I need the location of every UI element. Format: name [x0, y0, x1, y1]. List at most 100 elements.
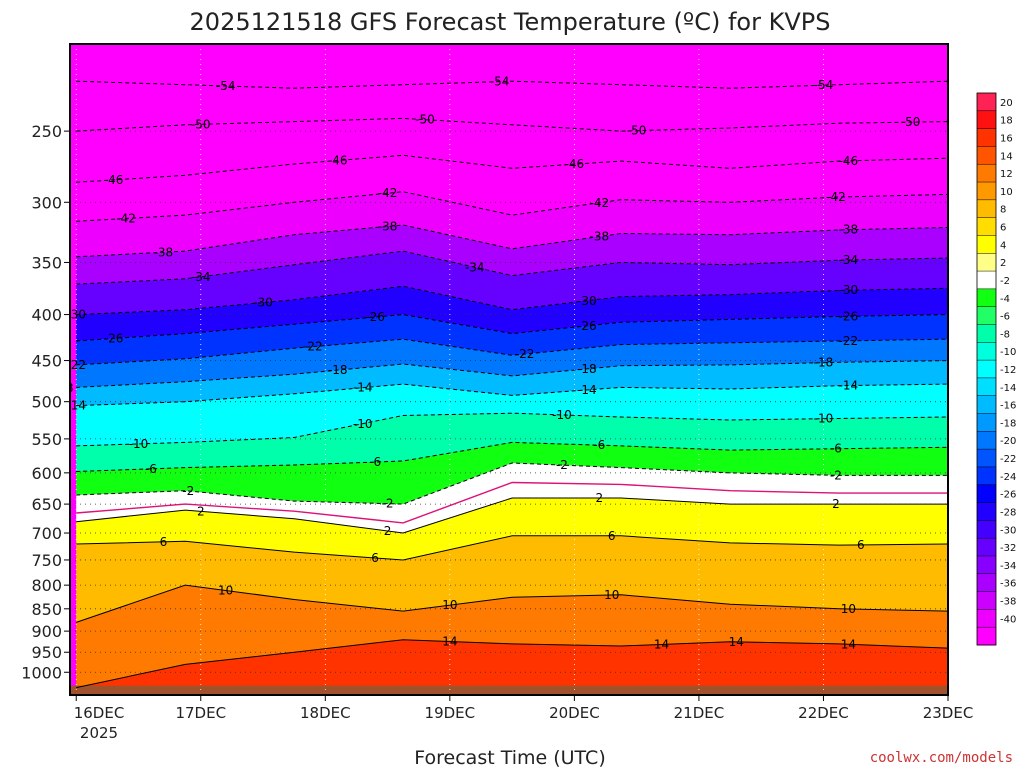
isotherm-label: -26: [577, 319, 597, 333]
x-tick-label: 23DEC: [923, 704, 974, 722]
fill-band: [76, 155, 948, 222]
isotherm-label: 2: [384, 524, 392, 538]
isotherm-label: -30: [253, 296, 273, 310]
y-tick-label: 800: [31, 576, 62, 595]
isotherm-label: -18: [577, 362, 597, 376]
isotherm-label: -38: [839, 223, 859, 237]
colorbar-label: -34: [1000, 561, 1016, 572]
y-tick-label: 450: [31, 352, 62, 371]
isotherm-line: [76, 383, 948, 407]
fill-band: [76, 81, 948, 132]
colorbar-swatch: [977, 591, 996, 610]
colorbar-label: -36: [1000, 579, 1016, 590]
fill-band: [76, 384, 948, 446]
y-tick-label: 300: [31, 193, 62, 212]
fill-band: [76, 339, 948, 388]
fill-band: [76, 639, 948, 695]
colorbar-swatch: [977, 306, 996, 325]
y-tick-label: 400: [31, 306, 62, 325]
y-tick-label: 1000: [21, 663, 62, 682]
plot-frame: [69, 43, 949, 696]
isotherm-label: -38: [589, 230, 609, 244]
isotherm-label: -34: [465, 260, 485, 274]
isotherm-label: -10: [353, 417, 373, 431]
isotherm-label: -30: [839, 283, 859, 297]
temperature-fill: [70, 44, 948, 695]
fill-band: [76, 225, 948, 285]
isotherm-label: -22: [839, 334, 859, 348]
isotherm-label: -50: [901, 115, 921, 129]
fill-band: [76, 360, 948, 406]
colorbar-label: -32: [1000, 543, 1016, 554]
y-tick-label: 350: [31, 253, 62, 272]
isotherm-label: -22: [66, 358, 86, 372]
colorbar-label: -14: [1000, 383, 1016, 394]
isotherm-label: -14: [839, 379, 859, 393]
colorbar-label: -12: [1000, 365, 1016, 376]
y-tick-label: 600: [31, 464, 62, 483]
x-tick-label: 19DEC: [425, 704, 476, 722]
isotherm-label: -14: [577, 383, 597, 397]
isotherm-label: -14: [353, 381, 373, 395]
isotherm-label: -6: [145, 462, 157, 476]
y-tick-label: 950: [31, 643, 62, 662]
isotherm-label: -6: [593, 438, 605, 452]
isotherm-label: -10: [814, 412, 834, 426]
colorbar-label: 18: [1000, 116, 1013, 127]
isotherm-line: [76, 250, 948, 285]
colorbar-swatch: [977, 573, 996, 593]
colorbar-swatch: [977, 520, 996, 539]
isotherm-label: -42: [116, 211, 136, 225]
isotherm-label: -6: [369, 455, 381, 469]
isotherm-label: 14: [729, 635, 744, 649]
fill-band: [76, 442, 948, 505]
colorbar-swatch: [977, 449, 996, 468]
isotherm-label: -46: [839, 154, 859, 168]
colorbar-swatch: [977, 413, 996, 432]
y-tick-label: 250: [31, 122, 62, 141]
isotherm-label: -46: [328, 154, 348, 168]
y-tick-label: 700: [31, 524, 62, 543]
colorbar-swatch: [977, 288, 996, 308]
fill-band: [76, 535, 948, 623]
isotherm-label: 14: [442, 635, 457, 649]
colorbar-label: -38: [1000, 596, 1016, 607]
isotherm-label: 2: [832, 497, 840, 511]
y-tick-label: 650: [31, 495, 62, 514]
colorbar-frame: [976, 92, 997, 646]
isotherm-label: -14: [66, 399, 86, 413]
isotherm-label: -30: [577, 294, 597, 308]
isotherm-line: [76, 80, 948, 89]
colorbar-label: -10: [1000, 347, 1016, 358]
colorbar-label: -20: [1000, 436, 1016, 447]
isotherm-label: 6: [608, 529, 616, 543]
isotherm-label: -34: [839, 253, 859, 267]
fill-band: [76, 118, 948, 183]
colorbar-swatch: [977, 182, 996, 201]
colorbar: 20 18 16 14 12 10 8 6 4 2 -2 -4 -6 -8 -10 -12 -14 -16 -18 -…: [976, 92, 1016, 646]
colorbar-label: -24: [1000, 472, 1016, 483]
isotherm-line: [76, 285, 948, 316]
colorbar-swatch: [977, 253, 996, 272]
y-tick-label: 500: [31, 393, 62, 412]
isotherm-label: -38: [154, 245, 174, 259]
colorbar-label: 10: [1000, 187, 1013, 198]
colorbar-swatch: [977, 342, 996, 361]
isotherm-label: -2: [382, 497, 394, 511]
colorbar-label: -26: [1000, 490, 1016, 501]
x-tick-label: 16DEC: [74, 704, 125, 722]
isotherm-line: [76, 441, 948, 472]
plot-area: -54 -54 -54 -50 -50 -50 -50 -46 -46 -46 -46 -42 -42 -…: [66, 43, 949, 696]
isotherm-line: [76, 412, 948, 447]
freezing-line: [76, 481, 948, 524]
colorbar-label: -18: [1000, 418, 1016, 429]
fill-band: [76, 251, 948, 315]
colorbar-label: -2: [1000, 276, 1010, 287]
colorbar-label: -22: [1000, 454, 1016, 465]
isotherm-line: [76, 117, 948, 132]
isotherm-line: [76, 497, 948, 534]
isotherm-label: -54: [490, 75, 510, 89]
x-tick-label: 20DEC: [549, 704, 600, 722]
colorbar-label: -6: [1000, 312, 1010, 323]
